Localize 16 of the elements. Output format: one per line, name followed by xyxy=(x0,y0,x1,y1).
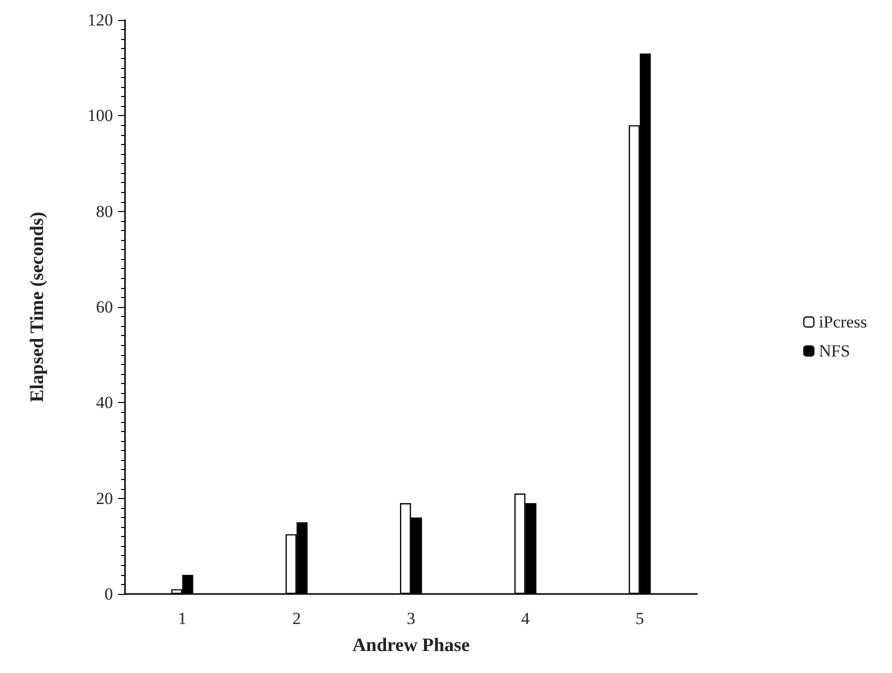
legend-label: iPcress xyxy=(818,312,868,332)
x-tick-label: 2 xyxy=(292,609,301,628)
y-tick-label: 40 xyxy=(96,393,113,412)
x-tick-label: 4 xyxy=(521,609,530,628)
y-tick-label: 120 xyxy=(88,10,113,30)
y-tick-label: 100 xyxy=(88,106,113,126)
y-tick-label: 20 xyxy=(96,488,113,508)
legend-label: NFS xyxy=(818,342,850,360)
x-tick-label: 5 xyxy=(636,609,644,628)
x-tick-label: 3 xyxy=(406,609,416,628)
x-axis-title: Andrew Phase xyxy=(352,635,470,656)
y-tick-label: 0 xyxy=(104,584,113,604)
y-tick-label: 80 xyxy=(96,202,113,221)
y-tick-label: 60 xyxy=(96,298,113,316)
y-axis-title: Elapsed Time (seconds) xyxy=(27,212,48,402)
x-tick-label: 1 xyxy=(178,609,186,628)
